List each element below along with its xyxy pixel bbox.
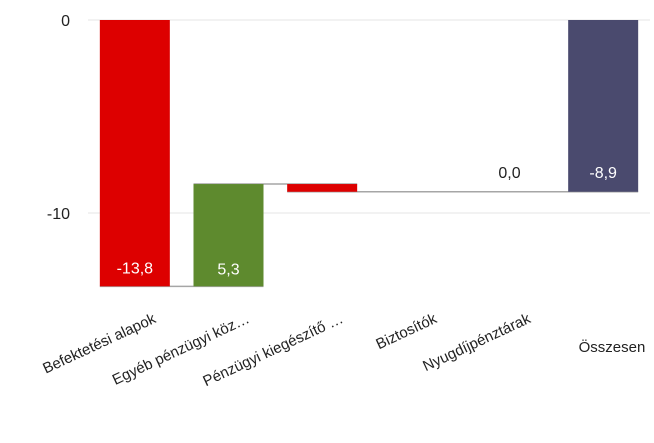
gridlines — [88, 19, 650, 214]
data-labels: -13,8 5,3 0,0 -8,9 — [117, 165, 617, 279]
connector-lines — [99, 183, 639, 288]
data-label: -8,9 — [589, 165, 617, 182]
data-label: -13,8 — [117, 260, 154, 277]
bars — [99, 20, 639, 287]
data-label: 0,0 — [498, 165, 520, 182]
bar — [287, 184, 358, 192]
category-label: Nyugdíjpénztárak — [420, 310, 533, 375]
category-label: Biztosítók — [373, 310, 440, 353]
bar — [99, 20, 170, 287]
y-axis-ticks: 0 -10 — [47, 13, 70, 223]
y-tick-label: 0 — [61, 13, 70, 30]
data-label: 5,3 — [217, 261, 239, 278]
y-tick-label: -10 — [47, 206, 70, 223]
bar — [568, 20, 639, 192]
category-label: Összesen — [579, 338, 646, 356]
bar — [193, 184, 264, 287]
